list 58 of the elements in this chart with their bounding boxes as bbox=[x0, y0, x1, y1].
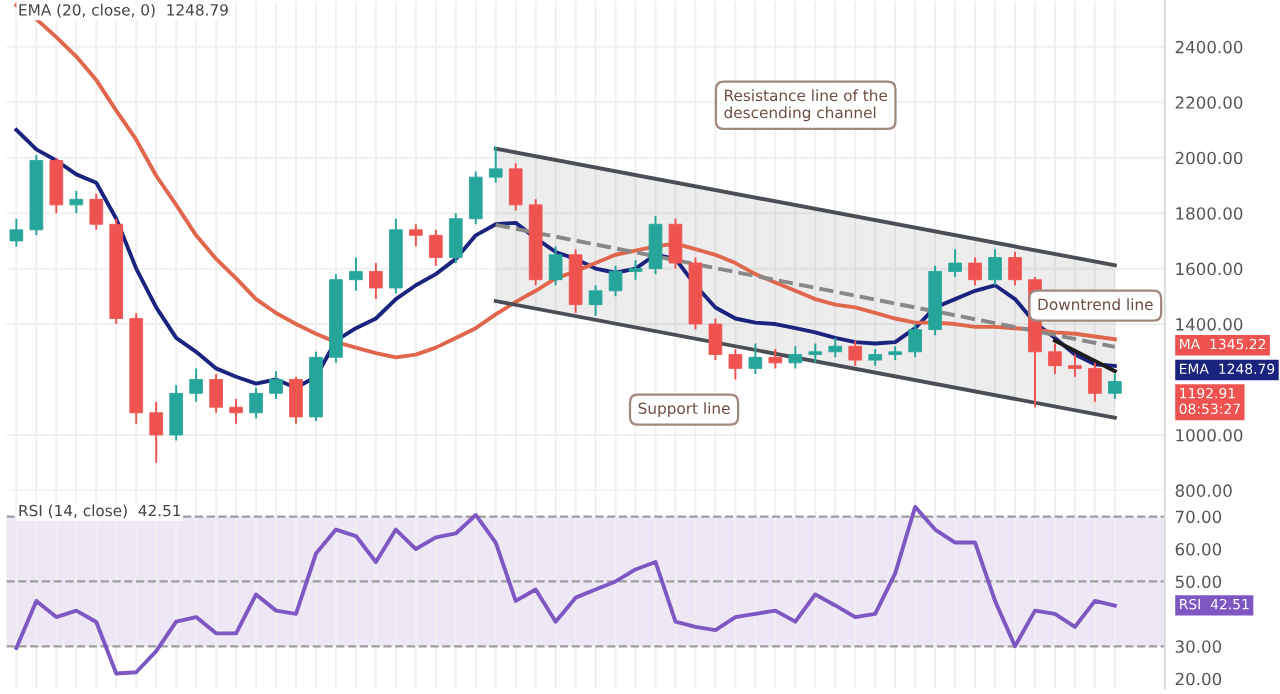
y-tick-label: 1600.00 bbox=[1176, 262, 1243, 276]
candlestick bbox=[209, 372, 223, 414]
y-tick-label: 70.00 bbox=[1175, 510, 1222, 524]
candlestick bbox=[1048, 342, 1062, 375]
y-tick-label: 2200.00 bbox=[1175, 96, 1243, 109]
candlestick bbox=[508, 162, 523, 212]
candlestick bbox=[349, 256, 363, 292]
candlestick bbox=[69, 190, 84, 215]
candlestick bbox=[429, 228, 443, 267]
candlestick bbox=[548, 245, 563, 287]
candlestick bbox=[908, 323, 922, 359]
candlestick bbox=[149, 400, 163, 464]
candlestick bbox=[289, 375, 303, 425]
candlestick bbox=[269, 370, 283, 400]
candlestick bbox=[648, 214, 663, 276]
candlestick bbox=[788, 345, 803, 370]
candlestick bbox=[708, 317, 723, 362]
candlestick bbox=[448, 212, 463, 265]
line-series bbox=[14, 504, 1117, 676]
candlestick bbox=[1088, 361, 1102, 403]
candlestick bbox=[1008, 251, 1022, 287]
candlestick bbox=[748, 342, 763, 375]
candlestick bbox=[988, 248, 1002, 287]
candlestick bbox=[608, 264, 623, 298]
candlestick bbox=[968, 256, 982, 287]
candlestick bbox=[828, 336, 843, 359]
candlestick bbox=[409, 223, 423, 248]
candlestick bbox=[588, 284, 603, 317]
candlestick bbox=[89, 192, 104, 231]
candlestick bbox=[1068, 353, 1082, 378]
candlestick bbox=[1108, 372, 1122, 400]
y-tick-label: 50.00 bbox=[1175, 575, 1222, 589]
y-tick-label: 1800.00 bbox=[1176, 207, 1243, 220]
candlestick bbox=[468, 170, 483, 226]
candlestick bbox=[249, 386, 263, 420]
candlestick bbox=[169, 384, 183, 442]
y-tick-label: 30.00 bbox=[1175, 640, 1222, 653]
candlestick bbox=[668, 217, 683, 270]
candlestick bbox=[229, 397, 243, 425]
candlestick bbox=[628, 259, 643, 281]
y-tick-label: 60.00 bbox=[1175, 542, 1222, 556]
candlestick bbox=[808, 342, 823, 364]
candlestick bbox=[948, 248, 962, 278]
y-tick-label: 1400.00 bbox=[1176, 318, 1243, 331]
candlestick bbox=[488, 145, 503, 184]
candlestick bbox=[848, 339, 863, 367]
y-tick-label: 2000.00 bbox=[1175, 151, 1243, 165]
y-tick-label: 2400.00 bbox=[1175, 40, 1243, 54]
y-tick-label: 1000.00 bbox=[1176, 428, 1243, 442]
line-series bbox=[14, 3, 1117, 360]
candlestick bbox=[768, 348, 783, 370]
candlestick bbox=[9, 217, 24, 248]
y-tick-label: 20.00 bbox=[1175, 672, 1222, 686]
y-tick-label: 800.00 bbox=[1175, 484, 1232, 497]
candlestick bbox=[189, 367, 203, 403]
candlestick bbox=[49, 156, 64, 215]
candlestick bbox=[369, 262, 383, 301]
candlestick bbox=[728, 348, 743, 381]
